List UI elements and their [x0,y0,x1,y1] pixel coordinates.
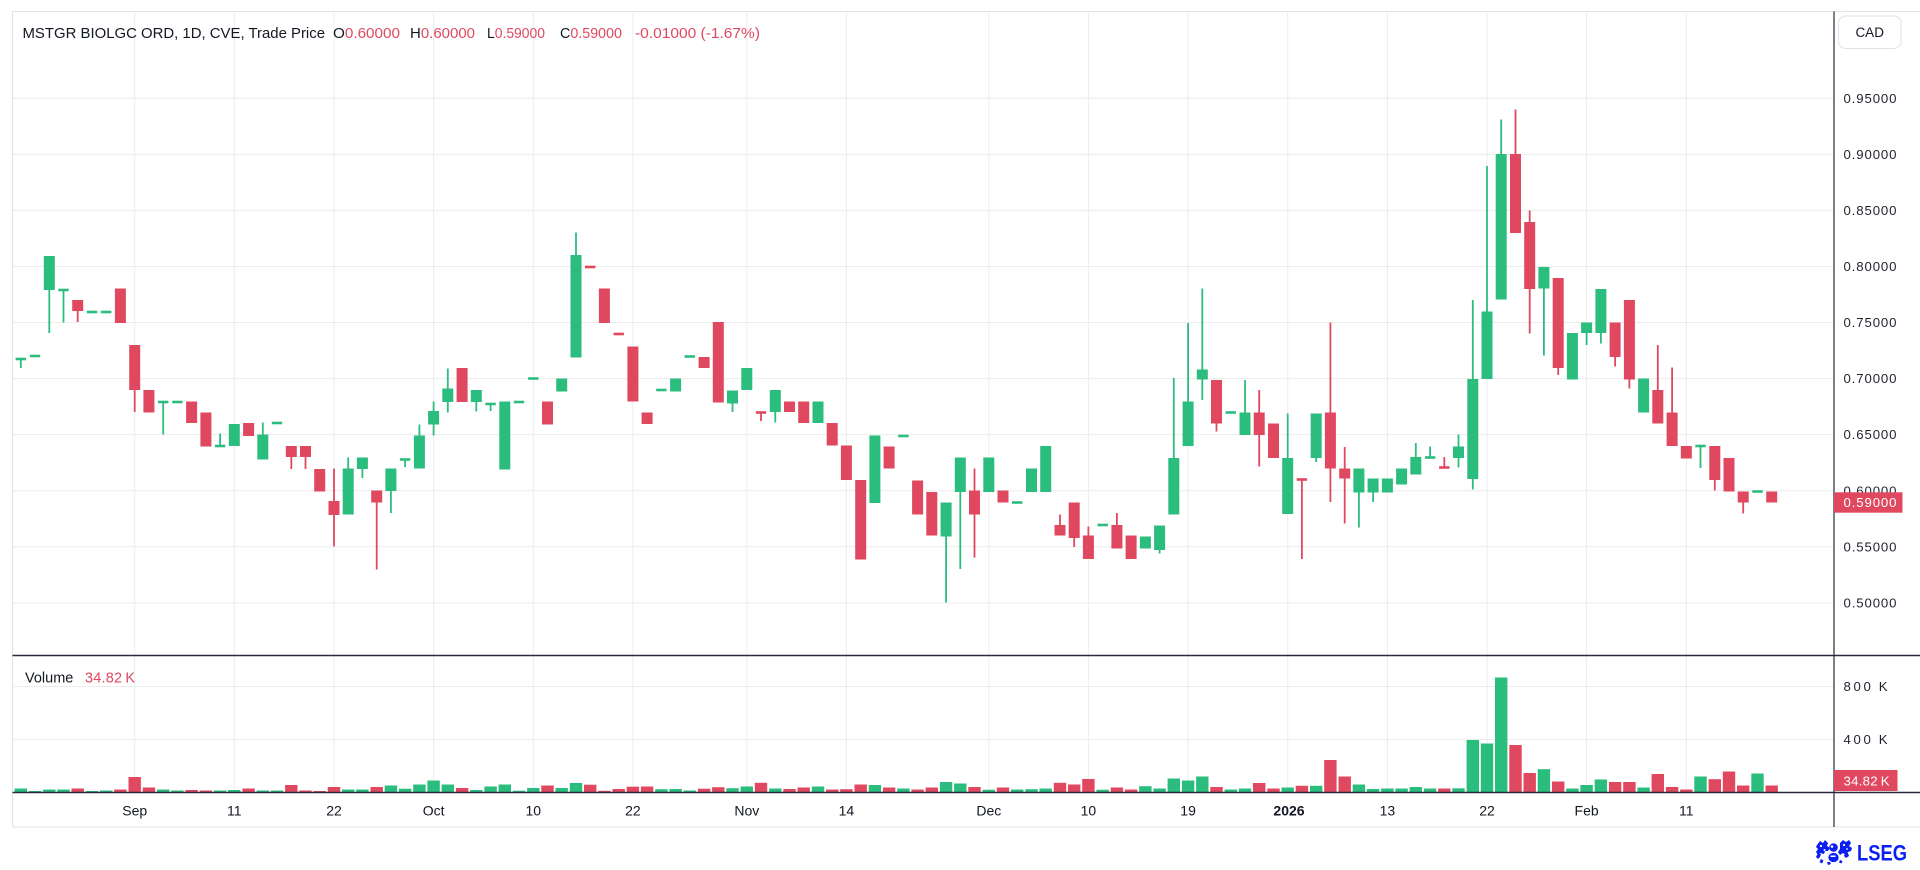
svg-text:C0.59000: C0.59000 [560,26,622,42]
svg-text:Volume: Volume [25,670,73,686]
svg-text:22: 22 [1479,803,1495,819]
svg-text:34.82 K: 34.82 K [1844,773,1890,788]
svg-text:MSTGR BIOLGC ORD, 1D, CVE, Tra: MSTGR BIOLGC ORD, 1D, CVE, Trade Price [23,26,326,42]
svg-text:22: 22 [625,803,641,819]
svg-text:0.75000: 0.75000 [1844,315,1897,330]
svg-text:CAD: CAD [1855,25,1884,40]
svg-text:14: 14 [839,803,855,819]
svg-text:11: 11 [1679,803,1694,819]
svg-text:0.55000: 0.55000 [1844,539,1897,554]
svg-text:0.59000: 0.59000 [1844,495,1897,510]
svg-text:0.80000: 0.80000 [1844,259,1897,274]
svg-text:2026: 2026 [1273,803,1304,819]
svg-text:H0.60000: H0.60000 [410,26,475,42]
svg-text:Sep: Sep [122,803,147,819]
svg-text:O0.60000: O0.60000 [333,26,400,42]
svg-text:22: 22 [326,803,342,819]
svg-text:0.90000: 0.90000 [1844,147,1897,162]
svg-text:10: 10 [526,803,542,819]
svg-text:0.50000: 0.50000 [1844,596,1897,611]
svg-text:34.82 K: 34.82 K [85,670,135,686]
svg-text:LSEG: LSEG [1857,840,1907,865]
svg-text:Feb: Feb [1575,803,1599,819]
svg-text:0.95000: 0.95000 [1844,91,1897,106]
svg-text:0.70000: 0.70000 [1844,371,1897,386]
svg-text:Nov: Nov [734,803,759,819]
svg-text:-0.01000 (-1.67%): -0.01000 (-1.67%) [635,26,760,42]
svg-text:0.85000: 0.85000 [1844,203,1897,218]
svg-text:13: 13 [1380,803,1396,819]
svg-text:400 K: 400 K [1844,732,1888,747]
svg-text:0.65000: 0.65000 [1844,427,1897,442]
svg-text:Oct: Oct [423,803,445,819]
svg-text:Dec: Dec [976,803,1001,819]
svg-text:19: 19 [1180,803,1196,819]
svg-text:800 K: 800 K [1844,679,1888,694]
svg-text:11: 11 [227,803,242,819]
svg-text:10: 10 [1081,803,1097,819]
svg-text:L0.59000: L0.59000 [487,26,545,42]
